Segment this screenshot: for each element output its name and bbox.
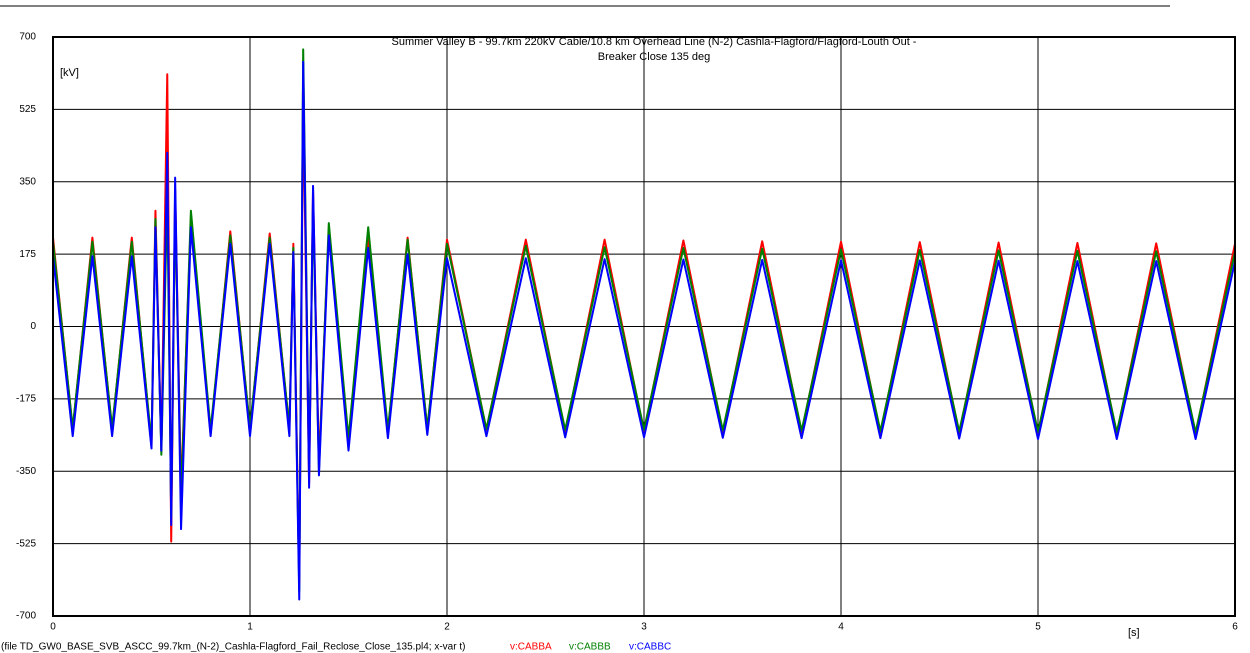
x-tick-label: 2 bbox=[444, 622, 450, 633]
y-tick-label: -175 bbox=[16, 394, 36, 405]
y-tick-label: 525 bbox=[19, 104, 36, 115]
x-tick-label: 1 bbox=[247, 622, 253, 633]
chart-title: Breaker Close 135 deg bbox=[598, 51, 711, 63]
y-tick-label: 700 bbox=[19, 32, 36, 43]
legend-entry: v:CABBC bbox=[629, 642, 671, 653]
chart-title: Summer Valley B - 99.7km 220kV Cable/10.… bbox=[392, 36, 917, 48]
y-axis-label: [kV] bbox=[60, 67, 79, 79]
y-tick-label: 175 bbox=[19, 249, 36, 260]
x-tick-label: 6 bbox=[1232, 622, 1238, 633]
legend-entry: v:CABBB bbox=[569, 642, 611, 653]
y-tick-label: -700 bbox=[16, 611, 36, 622]
y-tick-label: 0 bbox=[30, 321, 36, 332]
x-axis-label: [s] bbox=[1128, 627, 1140, 639]
legend-entry: v:CABBA bbox=[510, 642, 552, 653]
y-tick-label: 350 bbox=[19, 176, 36, 187]
x-tick-label: 4 bbox=[838, 622, 844, 633]
y-tick-label: -350 bbox=[16, 466, 36, 477]
y-tick-label: -525 bbox=[16, 538, 36, 549]
x-tick-label: 5 bbox=[1035, 622, 1041, 633]
series-line bbox=[52, 60, 1236, 601]
x-tick-label: 0 bbox=[50, 622, 56, 633]
footer: (file TD_GW0_BASE_SVB_ASCC_99.7km_(N-2)_… bbox=[1, 642, 465, 653]
plot-border bbox=[52, 36, 1236, 617]
x-tick-label: 3 bbox=[641, 622, 647, 633]
